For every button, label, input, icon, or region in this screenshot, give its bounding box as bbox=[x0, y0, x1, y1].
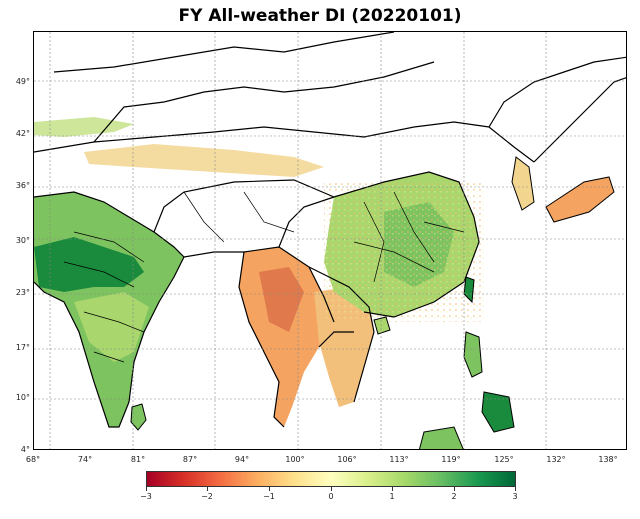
sri-lanka bbox=[130, 403, 147, 431]
colorbar-label: 3 bbox=[512, 492, 518, 501]
lon-tick-label: 106° bbox=[337, 455, 357, 464]
borneo-corner bbox=[419, 426, 464, 449]
lon-tick-label: 74° bbox=[77, 455, 93, 464]
lat-tick-label: 36° bbox=[15, 181, 30, 190]
lat-tick-label: 49° bbox=[15, 77, 30, 86]
kazakh-band bbox=[34, 117, 134, 137]
lon-tick-label: 94° bbox=[234, 455, 250, 464]
lon-tick-label: 100° bbox=[285, 455, 305, 464]
northern-band bbox=[84, 144, 324, 177]
lon-tick-label: 68° bbox=[25, 455, 41, 464]
colorbar-tick bbox=[392, 487, 393, 491]
colorbar-tick bbox=[269, 487, 270, 491]
lon-tick-label: 132° bbox=[546, 455, 566, 464]
lat-tick-label: 4° bbox=[20, 445, 30, 454]
india-center bbox=[74, 292, 149, 362]
lat-tick-label: 17° bbox=[15, 343, 30, 352]
lat-tick-label: 10° bbox=[15, 393, 30, 402]
province-borders bbox=[63, 191, 465, 363]
lon-tick-label: 119° bbox=[441, 455, 461, 464]
philippines-mindanao bbox=[481, 391, 515, 433]
colorbar-label: 1 bbox=[389, 492, 395, 501]
map-title: FY All-weather DI (20220101) bbox=[178, 6, 462, 26]
lat-tick-label: 42° bbox=[15, 129, 30, 138]
lon-tick-label: 113° bbox=[389, 455, 409, 464]
colorbar-tick bbox=[515, 487, 516, 491]
colorbar-label: −3 bbox=[140, 492, 152, 501]
myanmar-thailand bbox=[239, 247, 334, 427]
philippines-luzon bbox=[463, 331, 483, 378]
hainan bbox=[373, 316, 391, 335]
lon-tick-label: 87° bbox=[182, 455, 198, 464]
map-svg bbox=[34, 32, 626, 449]
colorbar-label: −1 bbox=[263, 492, 275, 501]
colorbar-label: 2 bbox=[451, 492, 457, 501]
colorbar bbox=[146, 471, 516, 487]
colorbar-label: 0 bbox=[328, 492, 334, 501]
colorbar-tick bbox=[331, 487, 332, 491]
taiwan bbox=[463, 276, 475, 304]
gridlines bbox=[34, 32, 626, 449]
dry-core bbox=[259, 267, 304, 332]
japan bbox=[545, 176, 615, 223]
colorbar-tick bbox=[454, 487, 455, 491]
lon-tick-label: 81° bbox=[130, 455, 146, 464]
colorbar-label: −2 bbox=[201, 492, 213, 501]
lat-tick-label: 30° bbox=[15, 236, 30, 245]
korea bbox=[511, 156, 535, 211]
lat-tick-label: 23° bbox=[15, 288, 30, 297]
colorbar-tick bbox=[207, 487, 208, 491]
map-frame bbox=[33, 31, 627, 450]
country-borders bbox=[34, 32, 626, 428]
colorbar-tick bbox=[146, 487, 147, 491]
lon-tick-label: 125° bbox=[494, 455, 514, 464]
lon-tick-label: 138° bbox=[598, 455, 618, 464]
